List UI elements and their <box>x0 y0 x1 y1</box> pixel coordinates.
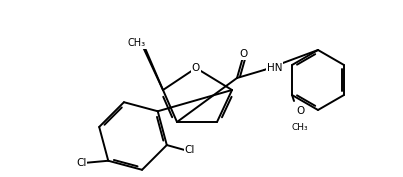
Text: O: O <box>239 49 247 59</box>
Text: Cl: Cl <box>76 158 86 168</box>
Text: Cl: Cl <box>185 145 195 155</box>
Text: O: O <box>296 106 304 116</box>
Text: O: O <box>192 63 200 73</box>
Text: CH₃: CH₃ <box>128 38 146 48</box>
Text: HN: HN <box>267 63 283 73</box>
Text: CH₃: CH₃ <box>292 122 308 132</box>
